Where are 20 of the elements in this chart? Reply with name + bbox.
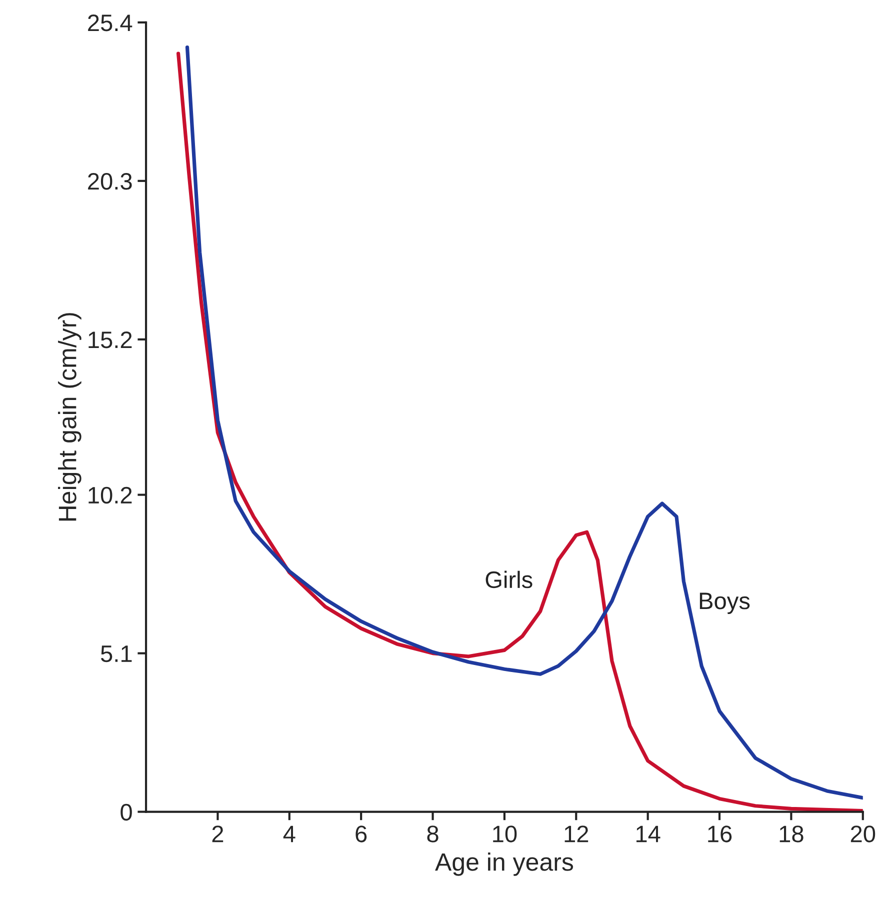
x-tick-label: 14	[636, 826, 660, 842]
x-tick-label: 2	[212, 826, 224, 842]
x-axis-title: Age in years	[435, 852, 574, 876]
y-tick-label: 20.3	[88, 172, 132, 190]
x-tick-label: 10	[493, 826, 517, 842]
y-tick-label: 25.4	[88, 14, 132, 32]
x-tick-label: 6	[356, 826, 367, 842]
y-tick-label: 15.2	[88, 331, 132, 348]
y-axis-title: Height gain (cm/yr)	[58, 313, 82, 521]
x-tick-label: 4	[283, 826, 296, 842]
series-label: Girls	[486, 570, 532, 588]
y-tick-label: 0	[120, 804, 132, 821]
y-tick-label: 5.1	[100, 646, 132, 662]
x-tick-label: 18	[780, 826, 804, 842]
x-tick-label: 8	[427, 826, 438, 842]
x-tick-label: 16	[708, 826, 732, 842]
series-label: Boys	[700, 592, 750, 614]
x-tick-label: 12	[564, 826, 588, 842]
x-tick-label: 20	[850, 826, 876, 842]
y-tick-label: 10.2	[88, 486, 132, 504]
